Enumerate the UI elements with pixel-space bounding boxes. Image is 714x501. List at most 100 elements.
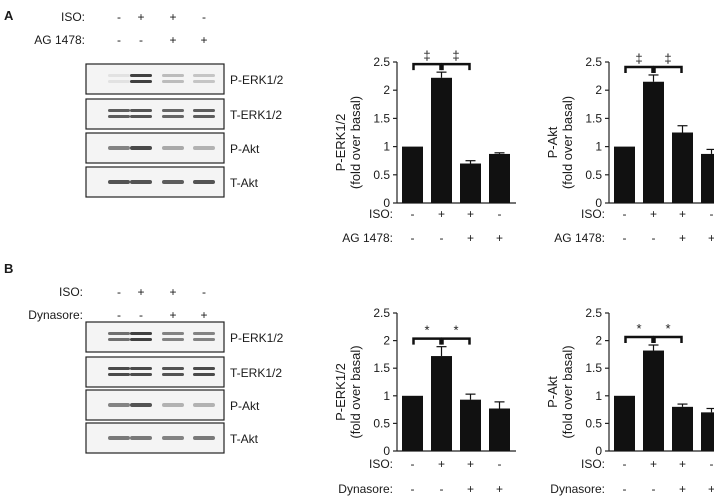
- y-axis-label: (fold over basal): [348, 345, 363, 438]
- blot-label: T-ERK1/2: [230, 366, 282, 380]
- blot-band: [193, 436, 215, 440]
- significance-marker: *: [665, 321, 670, 336]
- blot-band: [162, 373, 184, 376]
- bar: [614, 146, 635, 203]
- significance-marker: ‡: [423, 48, 430, 63]
- y-axis-label: P-ERK1/2: [333, 114, 348, 172]
- treatment-sign: +: [200, 308, 207, 322]
- blot-label: T-Akt: [230, 432, 259, 446]
- treatment-label: Dynasore:: [28, 308, 83, 322]
- y-tick-label: 2: [595, 334, 602, 348]
- treatment-sign: -: [202, 285, 206, 299]
- significance-bracket: [653, 335, 683, 344]
- significance-bracket: [624, 65, 654, 73]
- y-tick-label: 0.5: [373, 168, 390, 182]
- treatment-sign: -: [623, 482, 627, 496]
- blot-band: [193, 180, 215, 184]
- treatment-sign: -: [411, 231, 415, 245]
- significance-marker: *: [453, 323, 458, 338]
- treatment-sign: +: [650, 457, 657, 471]
- treatment-sign: +: [650, 207, 657, 221]
- treatment-sign: +: [467, 482, 474, 496]
- treatment-sign: +: [496, 231, 503, 245]
- blot-band: [193, 367, 215, 370]
- blot-band: [108, 146, 130, 150]
- blot-band: [193, 332, 215, 335]
- treatment-label: AG 1478:: [342, 231, 393, 245]
- blot-panel-a: A ISO: - + + - AG 1478: - - + + P-ERK1/2 T-ERK1/2 P-A…: [4, 8, 284, 198]
- y-tick-label: 1.5: [373, 361, 390, 375]
- bar: [643, 350, 664, 451]
- blot-panel-b: B ISO: - + + - Dynasore: - - + + P-ERK1/2 T-ERK1/2 P-…: [4, 261, 284, 454]
- blot-band: [162, 115, 184, 118]
- blot-band: [193, 115, 215, 118]
- treatment-sign: -: [623, 231, 627, 245]
- treatment-sign: +: [467, 457, 474, 471]
- significance-bracket: [412, 62, 442, 71]
- treatment-label: Dynasore:: [338, 482, 393, 496]
- blot-band: [162, 332, 184, 335]
- treatment-sign: +: [679, 457, 686, 471]
- treatment-sign: -: [411, 457, 415, 471]
- bar: [672, 406, 693, 451]
- treatment-label: ISO:: [581, 207, 605, 221]
- significance-marker: ‡: [452, 48, 459, 63]
- blot-box: [85, 63, 225, 95]
- blot-band: [108, 367, 130, 370]
- bar: [431, 77, 452, 203]
- blot-band: [162, 109, 184, 112]
- bar-chart-1: 0 0.5 1 1.5 2 2.5 P-ERK1/2 (fold over basal) ‡ ‡ I…: [333, 48, 516, 245]
- bar: [402, 146, 423, 203]
- treatment-sign: -: [139, 33, 143, 47]
- blot-band: [130, 338, 152, 341]
- blot-band: [193, 74, 215, 77]
- y-tick-label: 2: [383, 334, 390, 348]
- treatment-sign: +: [169, 10, 176, 24]
- y-tick-label: 2.5: [585, 306, 602, 320]
- bar: [402, 395, 423, 451]
- panel-label-a: A: [4, 8, 14, 23]
- y-tick-label: 2.5: [373, 306, 390, 320]
- blot-band: [193, 373, 215, 376]
- blot-band: [130, 146, 152, 150]
- significance-marker: ‡: [635, 51, 642, 66]
- bar-chart-4: 0 0.5 1 1.5 2 2.5 P-Akt (fold over basal) * * ISO:…: [545, 306, 714, 496]
- blot-band: [193, 80, 215, 83]
- treatment-sign: +: [708, 231, 714, 245]
- treatment-sign: -: [117, 33, 121, 47]
- blot-band: [108, 403, 130, 407]
- treatment-sign: -: [411, 482, 415, 496]
- blot-band: [108, 332, 130, 335]
- treatment-label: ISO:: [59, 285, 83, 299]
- treatment-label: ISO:: [369, 457, 393, 471]
- treatment-sign: -: [117, 285, 121, 299]
- significance-marker: *: [636, 321, 641, 336]
- y-axis-label: (fold over basal): [560, 96, 575, 189]
- treatment-label: Dynasore:: [550, 482, 605, 496]
- blot-band: [130, 403, 152, 407]
- treatment-sign: -: [623, 207, 627, 221]
- blot-band: [162, 367, 184, 370]
- treatment-sign: -: [440, 231, 444, 245]
- significance-bracket: [624, 335, 654, 344]
- blot-band: [162, 338, 184, 341]
- bar: [701, 412, 714, 451]
- treatment-sign: +: [679, 231, 686, 245]
- blot-label: T-Akt: [230, 176, 259, 190]
- blot-band: [162, 436, 184, 440]
- treatment-sign: -: [652, 231, 656, 245]
- y-tick-label: 0: [383, 444, 390, 458]
- blot-label: P-Akt: [230, 142, 260, 156]
- blot-label: P-ERK1/2: [230, 331, 284, 345]
- bar: [614, 395, 635, 451]
- bar: [460, 163, 481, 203]
- treatment-sign: -: [652, 482, 656, 496]
- blot-band: [108, 109, 130, 112]
- y-tick-label: 1: [383, 389, 390, 403]
- y-tick-label: 0.5: [585, 168, 602, 182]
- bar: [460, 399, 481, 451]
- blot-band: [108, 74, 130, 77]
- y-tick-label: 0.5: [585, 416, 602, 430]
- y-tick-label: 1: [595, 389, 602, 403]
